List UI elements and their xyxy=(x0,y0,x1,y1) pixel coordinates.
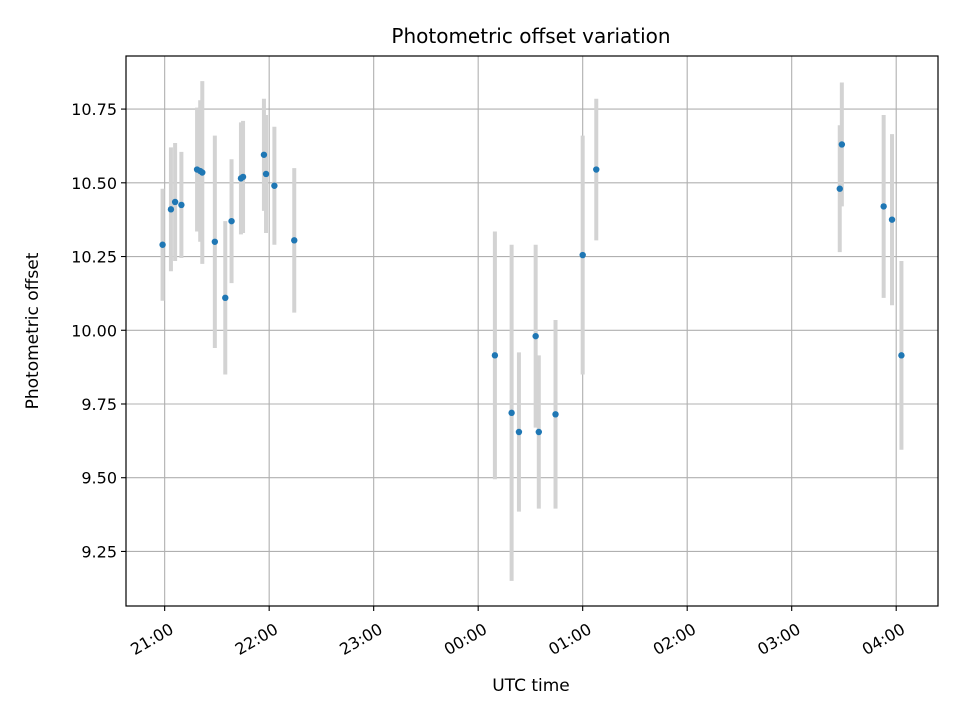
data-point xyxy=(836,185,843,192)
y-tick-label: 9.50 xyxy=(81,469,117,488)
data-point xyxy=(535,428,542,436)
data-point xyxy=(271,182,278,189)
y-tick-label: 10.00 xyxy=(71,321,117,340)
y-tick-label: 10.50 xyxy=(71,174,117,193)
data-point xyxy=(532,332,539,340)
data-point xyxy=(291,237,298,244)
data-point xyxy=(167,206,175,213)
data-point xyxy=(508,409,515,417)
data-point xyxy=(178,201,185,209)
y-axis-ticks: 9.25 9.50 9.75 10.00 10.25 10.50 10.75 xyxy=(71,100,126,561)
y-tick-label: 9.75 xyxy=(81,395,117,414)
data-point xyxy=(579,251,586,259)
data-point xyxy=(593,166,600,173)
y-tick-label: 10.25 xyxy=(71,248,117,267)
data-point xyxy=(888,216,896,223)
data-point xyxy=(838,141,846,148)
data-point xyxy=(199,169,206,176)
chart-title: Photometric offset variation xyxy=(391,24,670,48)
data-point xyxy=(898,352,905,359)
x-axis-label: UTC time xyxy=(492,676,570,696)
data-point xyxy=(880,203,887,210)
data-point xyxy=(262,170,270,178)
data-point xyxy=(159,241,166,248)
data-point xyxy=(491,352,499,359)
data-point xyxy=(222,294,229,302)
data-point xyxy=(515,428,523,436)
y-axis-label: Photometric offset xyxy=(23,252,43,409)
data-point xyxy=(171,198,179,206)
data-point xyxy=(260,151,268,158)
y-tick-label: 10.75 xyxy=(71,100,117,119)
data-point xyxy=(239,173,247,181)
data-points xyxy=(159,141,905,436)
data-point xyxy=(552,411,559,418)
plot-frame xyxy=(125,55,939,607)
data-point xyxy=(228,217,235,225)
y-tick-label: 9.25 xyxy=(81,542,117,561)
data-point xyxy=(211,238,219,245)
